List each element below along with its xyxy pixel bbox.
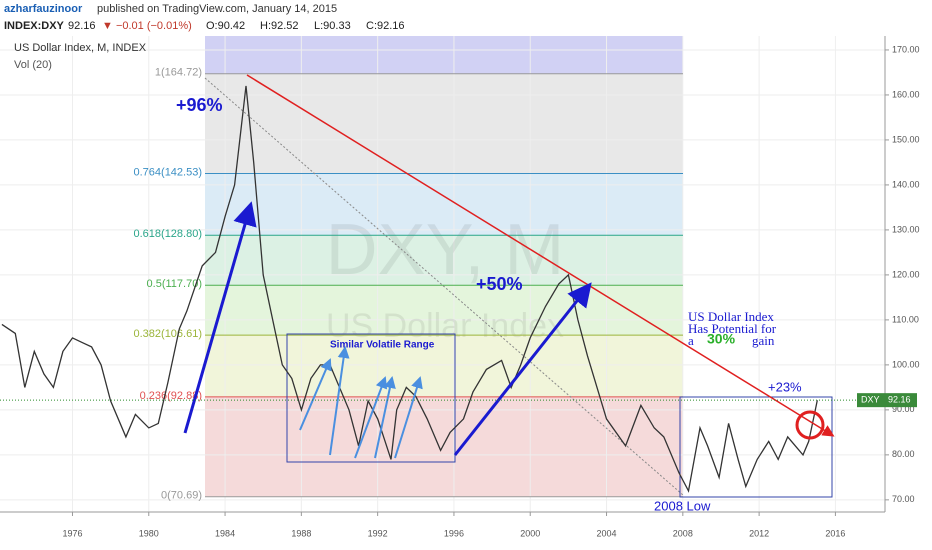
fib-label: 0.236(92.88) [140,390,202,402]
last-price: 92.16 [68,20,96,32]
y-tick-label: 100.00 [892,359,920,369]
y-tick-label: 130.00 [892,224,920,234]
price-tag [857,393,917,408]
watermark: DXY, M [326,210,565,290]
fib-zone [205,335,683,397]
x-tick-label: 1996 [444,528,464,538]
trend-line [246,74,835,437]
x-tick-label: 2000 [520,528,540,538]
x-tick-label: 1992 [368,528,388,538]
y-tick-label: 90.00 [892,404,915,414]
x-tick-label: 2012 [749,528,769,538]
annotation: 2008 Low [654,498,711,513]
fib-zone [205,36,683,74]
y-tick-label: 150.00 [892,134,920,144]
annotation: US Dollar Index [688,309,774,324]
range-box [286,333,456,463]
change: ▼ −0.01 (−0.01%) [102,20,192,32]
fib-label: 1(164.72) [155,67,202,79]
x-tick-label: 1984 [215,528,235,538]
open: O:90.42 [206,20,245,32]
high: H:92.52 [260,20,299,32]
price-tag-label: 92.16 [888,395,911,405]
price-tag-name: DXY [861,395,880,405]
fib-zone [205,235,683,286]
annotation: a [688,333,694,348]
low: L:90.33 [314,20,351,32]
x-tick-label: 2008 [673,528,693,538]
x-tick-label: 1988 [291,528,311,538]
y-tick-label: 110.00 [892,314,919,324]
watermark: US Dollar Index [326,307,564,345]
small-arrow [329,346,350,456]
x-tick-label: 2004 [597,528,617,538]
y-tick-label: 120.00 [892,269,920,279]
small-arrow [374,376,396,459]
annotation: +23% [768,379,802,394]
subtitle: Vol (20) [14,59,52,71]
diagonal [204,77,684,496]
fib-label: 0.382(106.61) [134,328,203,340]
annotation: gain [752,333,775,348]
fib-zone [205,396,683,497]
recent-box [679,396,833,498]
fib-label: 0.764(142.53) [134,166,203,178]
y-tick-label: 70.00 [892,494,915,504]
fib-zone [205,173,683,236]
small-arrow [354,376,388,459]
annotation: 30% [707,331,736,347]
target-circle [795,410,825,440]
x-tick-label: 1980 [139,528,159,538]
arrow [183,201,257,434]
annotation: +96% [176,95,223,115]
y-tick-label: 170.00 [892,44,920,54]
annotation: Has Potential for [688,321,777,336]
x-tick-label: 2016 [825,528,845,538]
annotation: +50% [476,274,523,294]
chart-title: US Dollar Index, M, INDEX [14,42,147,54]
x-tick-label: 1976 [62,528,82,538]
small-arrow [394,376,423,459]
price-line [1,85,818,493]
published: published on TradingView.com, January 14… [97,3,337,15]
close: C:92.16 [366,20,405,32]
fib-label: 0(70.69) [161,490,202,502]
annotation: Similar Volatile Range [330,340,435,351]
y-tick-label: 140.00 [892,179,920,189]
symbol: INDEX:DXY [4,20,65,32]
fib-label: 0.618(128.80) [134,228,203,240]
fib-zone [205,73,683,174]
arrow [453,282,592,456]
small-arrow [299,358,332,431]
fib-label: 0.5(117.70) [147,278,202,290]
y-tick-label: 80.00 [892,449,915,459]
author[interactable]: azharfauzinoor [4,3,83,15]
y-tick-label: 160.00 [892,89,920,99]
